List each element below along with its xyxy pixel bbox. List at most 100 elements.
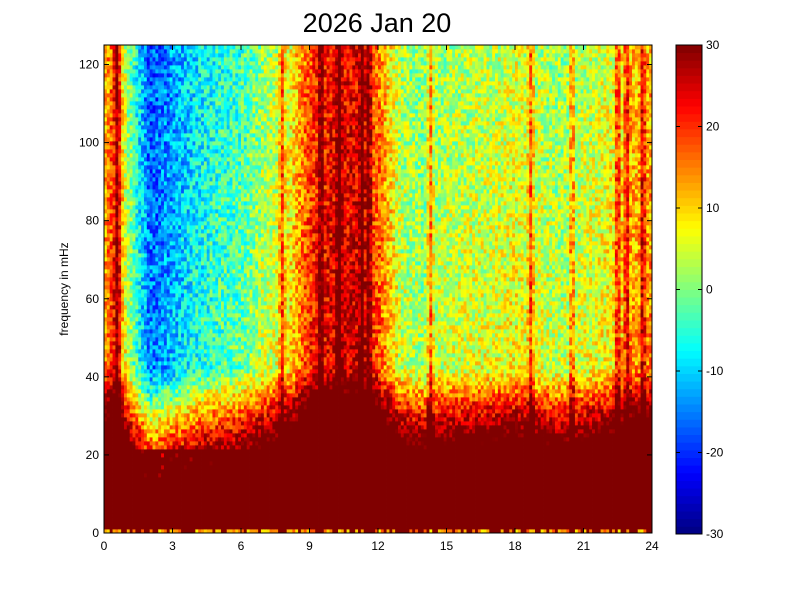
heatmap-cell xyxy=(135,465,138,469)
heatmap-cell xyxy=(175,389,178,393)
heatmap-cell xyxy=(187,213,190,217)
heatmap-cell xyxy=(147,61,150,65)
heatmap-cell xyxy=(190,129,193,133)
heatmap-cell xyxy=(212,149,215,153)
heatmap-cell xyxy=(204,457,207,461)
heatmap-cell xyxy=(192,513,195,517)
heatmap-cell xyxy=(121,217,124,221)
heatmap-cell xyxy=(141,169,144,173)
heatmap-cell xyxy=(218,445,221,449)
heatmap-cell xyxy=(107,365,110,369)
heatmap-cell xyxy=(110,321,113,325)
heatmap-cell xyxy=(144,101,147,105)
heatmap-cell xyxy=(173,389,176,393)
heatmap-cell xyxy=(158,273,161,277)
heatmap-cell xyxy=(113,61,116,65)
heatmap-cell xyxy=(110,369,113,373)
heatmap-cell xyxy=(144,237,147,241)
heatmap-cell xyxy=(127,113,130,117)
heatmap-cell xyxy=(218,501,221,505)
heatmap-cell xyxy=(153,453,156,457)
heatmap-cell xyxy=(155,425,158,429)
heatmap-cell xyxy=(212,273,215,277)
heatmap-cell xyxy=(173,357,176,361)
heatmap-cell xyxy=(127,165,130,169)
heatmap-cell xyxy=(118,169,121,173)
heatmap-cell xyxy=(107,521,110,525)
heatmap-cell xyxy=(158,253,161,257)
heatmap-cell xyxy=(150,469,153,473)
heatmap-cell xyxy=(210,177,213,181)
heatmap-cell xyxy=(127,197,130,201)
heatmap-cell xyxy=(155,509,158,513)
heatmap-cell xyxy=(150,461,153,465)
heatmap-cell xyxy=(133,385,136,389)
heatmap-cell xyxy=(175,309,178,313)
heatmap-cell xyxy=(133,221,136,225)
heatmap-cell xyxy=(138,201,141,205)
heatmap-cell xyxy=(115,397,118,401)
heatmap-cell xyxy=(124,253,127,257)
heatmap-cell xyxy=(212,373,215,377)
heatmap-cell xyxy=(178,465,181,469)
heatmap-cell xyxy=(113,485,116,489)
heatmap-cell xyxy=(187,433,190,437)
heatmap-cell xyxy=(178,353,181,357)
heatmap-cell xyxy=(212,213,215,217)
heatmap-cell xyxy=(133,69,136,73)
heatmap-cell xyxy=(110,249,113,253)
heatmap-cell xyxy=(110,277,113,281)
heatmap-cell xyxy=(147,505,150,509)
heatmap-cell xyxy=(173,365,176,369)
heatmap-cell xyxy=(187,457,190,461)
heatmap-cell xyxy=(161,241,164,245)
heatmap-cell xyxy=(138,245,141,249)
heatmap-cell xyxy=(158,441,161,445)
heatmap-cell xyxy=(167,161,170,165)
heatmap-cell xyxy=(204,393,207,397)
heatmap-cell xyxy=(110,265,113,269)
heatmap-cell xyxy=(107,273,110,277)
heatmap-cell xyxy=(192,117,195,121)
heatmap-cell xyxy=(212,161,215,165)
heatmap-cell xyxy=(207,205,210,209)
heatmap-cell xyxy=(127,177,130,181)
heatmap-cell xyxy=(110,405,113,409)
heatmap-cell xyxy=(144,113,147,117)
heatmap-cell xyxy=(155,169,158,173)
heatmap-cell xyxy=(198,137,201,141)
heatmap-cell xyxy=(133,169,136,173)
heatmap-cell xyxy=(118,217,121,221)
heatmap-cell xyxy=(107,97,110,101)
heatmap-cell xyxy=(161,185,164,189)
heatmap-cell xyxy=(181,501,184,505)
heatmap-cell xyxy=(181,149,184,153)
heatmap-cell xyxy=(130,325,133,329)
heatmap-cell xyxy=(147,437,150,441)
heatmap-cell xyxy=(124,389,127,393)
heatmap-cell xyxy=(133,521,136,525)
heatmap-cell xyxy=(147,281,150,285)
chart-title: 2026 Jan 20 xyxy=(303,8,452,38)
heatmap-cell xyxy=(130,125,133,129)
heatmap-cell xyxy=(170,157,173,161)
heatmap-cell xyxy=(150,265,153,269)
heatmap-cell xyxy=(113,333,116,337)
heatmap-cell xyxy=(198,373,201,377)
heatmap-cell xyxy=(147,461,150,465)
heatmap-cell xyxy=(107,117,110,121)
heatmap-cell xyxy=(147,125,150,129)
heatmap-cell xyxy=(113,149,116,153)
heatmap-cell xyxy=(181,217,184,221)
heatmap-cell xyxy=(201,185,204,189)
heatmap-cell xyxy=(121,273,124,277)
heatmap-cell xyxy=(144,377,147,381)
heatmap-cell xyxy=(204,389,207,393)
heatmap-cell xyxy=(204,105,207,109)
heatmap-cell xyxy=(107,57,110,61)
heatmap-cell xyxy=(192,365,195,369)
heatmap-cell xyxy=(124,197,127,201)
heatmap-cell xyxy=(113,113,116,117)
heatmap-cell xyxy=(138,345,141,349)
heatmap-cell xyxy=(218,269,221,273)
